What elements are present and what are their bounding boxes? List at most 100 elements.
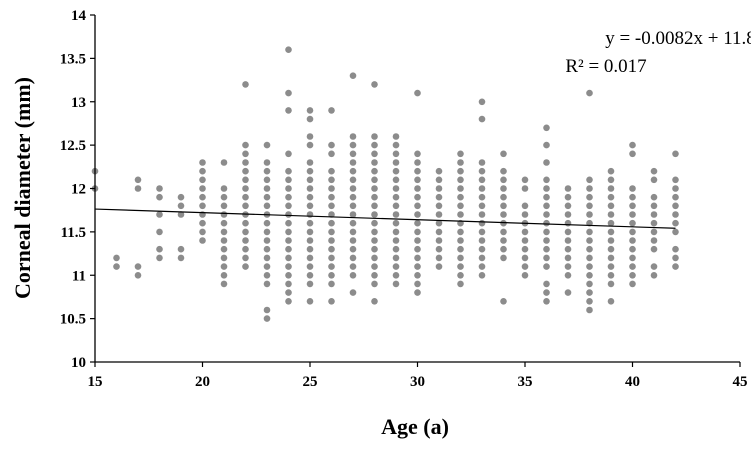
data-point	[586, 298, 593, 305]
data-point	[349, 133, 357, 140]
data-point	[629, 185, 636, 192]
data-point	[199, 159, 206, 166]
data-point	[156, 211, 163, 218]
data-point	[306, 202, 314, 210]
data-point	[285, 89, 292, 97]
data-point	[242, 219, 249, 227]
data-point	[478, 202, 486, 210]
data-point	[392, 176, 400, 184]
data-point	[672, 245, 679, 253]
data-point	[564, 185, 572, 192]
data-point	[414, 280, 421, 288]
data-point	[457, 150, 464, 158]
data-point	[586, 237, 593, 244]
data-point	[586, 272, 593, 279]
data-point	[199, 228, 206, 236]
data-point	[306, 133, 314, 140]
data-point	[328, 107, 335, 114]
data-point	[500, 237, 507, 244]
data-point	[263, 272, 271, 279]
data-point	[392, 228, 400, 236]
data-point	[650, 167, 658, 175]
data-point	[607, 202, 615, 210]
data-point	[285, 263, 292, 270]
data-point	[306, 219, 314, 227]
data-point	[414, 245, 421, 253]
data-point	[242, 202, 249, 210]
data-point	[543, 254, 550, 262]
data-point	[285, 185, 292, 192]
data-point	[414, 202, 421, 210]
data-point	[672, 150, 679, 158]
data-point	[285, 272, 292, 279]
data-point	[371, 133, 378, 140]
data-point	[457, 202, 464, 210]
data-point	[478, 245, 486, 253]
data-point	[650, 228, 658, 236]
data-point	[650, 263, 658, 270]
data-point	[672, 219, 679, 227]
data-point	[607, 228, 615, 236]
y-tick-label: 14	[71, 8, 87, 24]
data-point	[134, 272, 142, 279]
data-point	[414, 89, 421, 97]
data-point	[414, 272, 421, 279]
data-point	[220, 245, 228, 253]
data-point	[457, 176, 464, 184]
data-point	[435, 254, 443, 262]
data-point	[586, 245, 593, 253]
data-point	[414, 176, 421, 184]
data-point	[328, 263, 335, 270]
data-point	[285, 298, 292, 305]
data-point	[392, 245, 400, 253]
data-point	[371, 228, 378, 236]
data-point	[371, 167, 378, 175]
data-point	[478, 176, 486, 184]
data-point	[435, 211, 443, 218]
data-point	[285, 202, 292, 210]
data-point	[371, 176, 378, 184]
data-point	[500, 219, 507, 227]
data-point	[220, 237, 228, 244]
data-point	[220, 211, 228, 218]
data-point	[263, 263, 271, 270]
data-point	[457, 228, 464, 236]
data-point	[242, 237, 249, 244]
data-point	[478, 98, 486, 106]
data-point	[199, 185, 206, 192]
data-point	[349, 193, 357, 201]
data-point	[500, 245, 507, 253]
data-point	[392, 150, 400, 158]
data-point	[435, 185, 443, 192]
data-point	[500, 298, 507, 305]
data-point	[435, 237, 443, 244]
data-point	[199, 219, 206, 227]
data-point	[220, 219, 228, 227]
y-axis-title: Corneal diameter (mm)	[10, 77, 35, 299]
data-point	[285, 237, 292, 244]
data-point	[650, 237, 658, 244]
data-point	[650, 211, 658, 218]
data-point	[543, 219, 550, 227]
data-point	[285, 107, 292, 114]
data-point	[285, 176, 292, 184]
data-point	[457, 159, 464, 166]
data-point	[328, 176, 335, 184]
data-point	[672, 228, 679, 236]
data-point	[478, 211, 486, 218]
data-point	[328, 298, 335, 305]
data-point	[564, 254, 572, 262]
data-point	[435, 176, 443, 184]
data-point	[328, 202, 335, 210]
data-point	[586, 193, 593, 201]
data-point	[199, 193, 206, 201]
data-point	[328, 245, 335, 253]
data-point	[478, 254, 486, 262]
data-point	[564, 219, 572, 227]
data-point	[607, 254, 615, 262]
data-point	[328, 272, 335, 279]
data-point	[349, 228, 357, 236]
data-point	[607, 237, 615, 244]
data-point	[457, 167, 464, 175]
data-point	[263, 193, 271, 201]
